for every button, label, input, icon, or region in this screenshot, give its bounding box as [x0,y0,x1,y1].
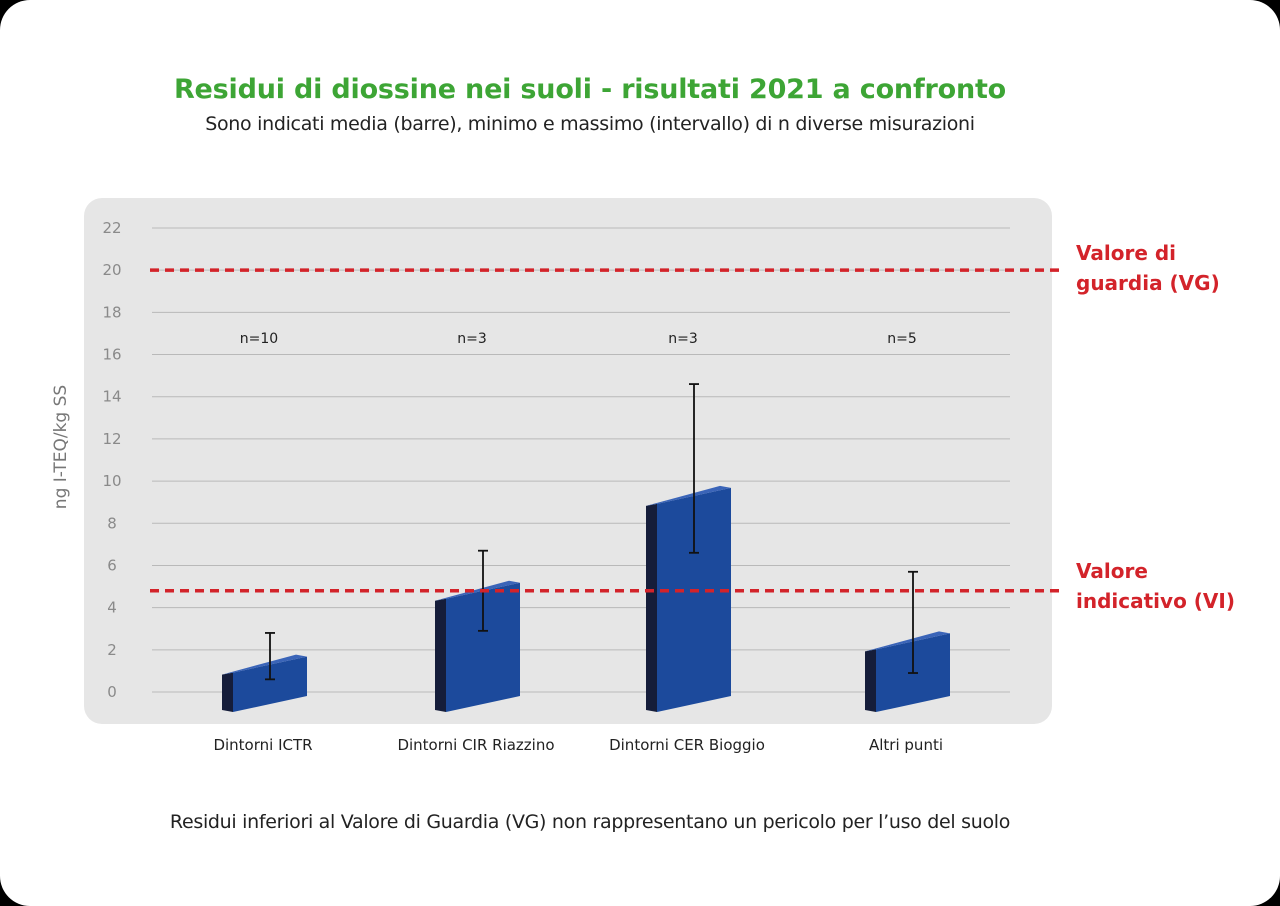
bars [222,485,950,712]
reference-label: indicativo (VI) [1076,589,1235,613]
reference-label: Valore di [1076,241,1176,265]
bar [657,487,731,712]
bar-side [646,503,657,712]
category-label: Dintorni CIR Riazzino [397,736,554,754]
y-tick-label: 20 [102,261,121,279]
bar-side [435,598,446,712]
bar-top [222,654,307,675]
n-label: n=3 [457,331,487,347]
chart-title: Residui di diossine nei suoli - risultat… [173,74,1007,105]
y-tick-label: 8 [107,514,117,532]
y-tick-label: 0 [107,683,117,701]
y-axis-label: ng I-TEQ/kg SS [51,385,71,509]
bar-side [865,649,876,712]
category-label: Dintorni CER Bioggio [609,736,765,754]
y-tick-label: 14 [102,388,121,406]
y-tick-label: 22 [102,219,121,237]
bar [446,582,520,712]
n-labels: n=10 n=3 n=3 n=5 [240,331,917,347]
bar-top [646,485,731,506]
n-label: n=5 [887,331,917,347]
y-tick-label: 10 [102,472,121,490]
bar-top [865,631,950,652]
n-label: n=10 [240,331,278,347]
bar-side [222,672,233,712]
reference-label: Valore [1076,559,1148,583]
y-tick-label: 12 [102,430,121,448]
bar [233,656,307,712]
n-label: n=3 [668,331,698,347]
bar-top [435,580,520,601]
reference-label: guardia (VG) [1076,271,1220,295]
footer-note: Residui inferiori al Valore di Guardia (… [169,811,1011,833]
y-tick-label: 18 [102,303,121,321]
y-tick-label: 6 [107,556,117,574]
category-label: Dintorni ICTR [213,736,312,754]
category-label: Altri punti [869,736,943,754]
y-tick-label: 16 [102,346,121,364]
y-tick-labels: 0 2 4 6 8 10 12 14 16 18 20 22 [102,219,121,701]
category-labels: Dintorni ICTR Dintorni CIR Riazzino Dintor… [213,736,943,754]
y-tick-label: 2 [107,641,117,659]
chart-subtitle: Sono indicati media (barre), minimo e ma… [205,113,975,135]
reference-lines: Valore di guardia (VG) Valore indicativo (V… [150,241,1235,613]
y-tick-label: 4 [107,599,117,617]
